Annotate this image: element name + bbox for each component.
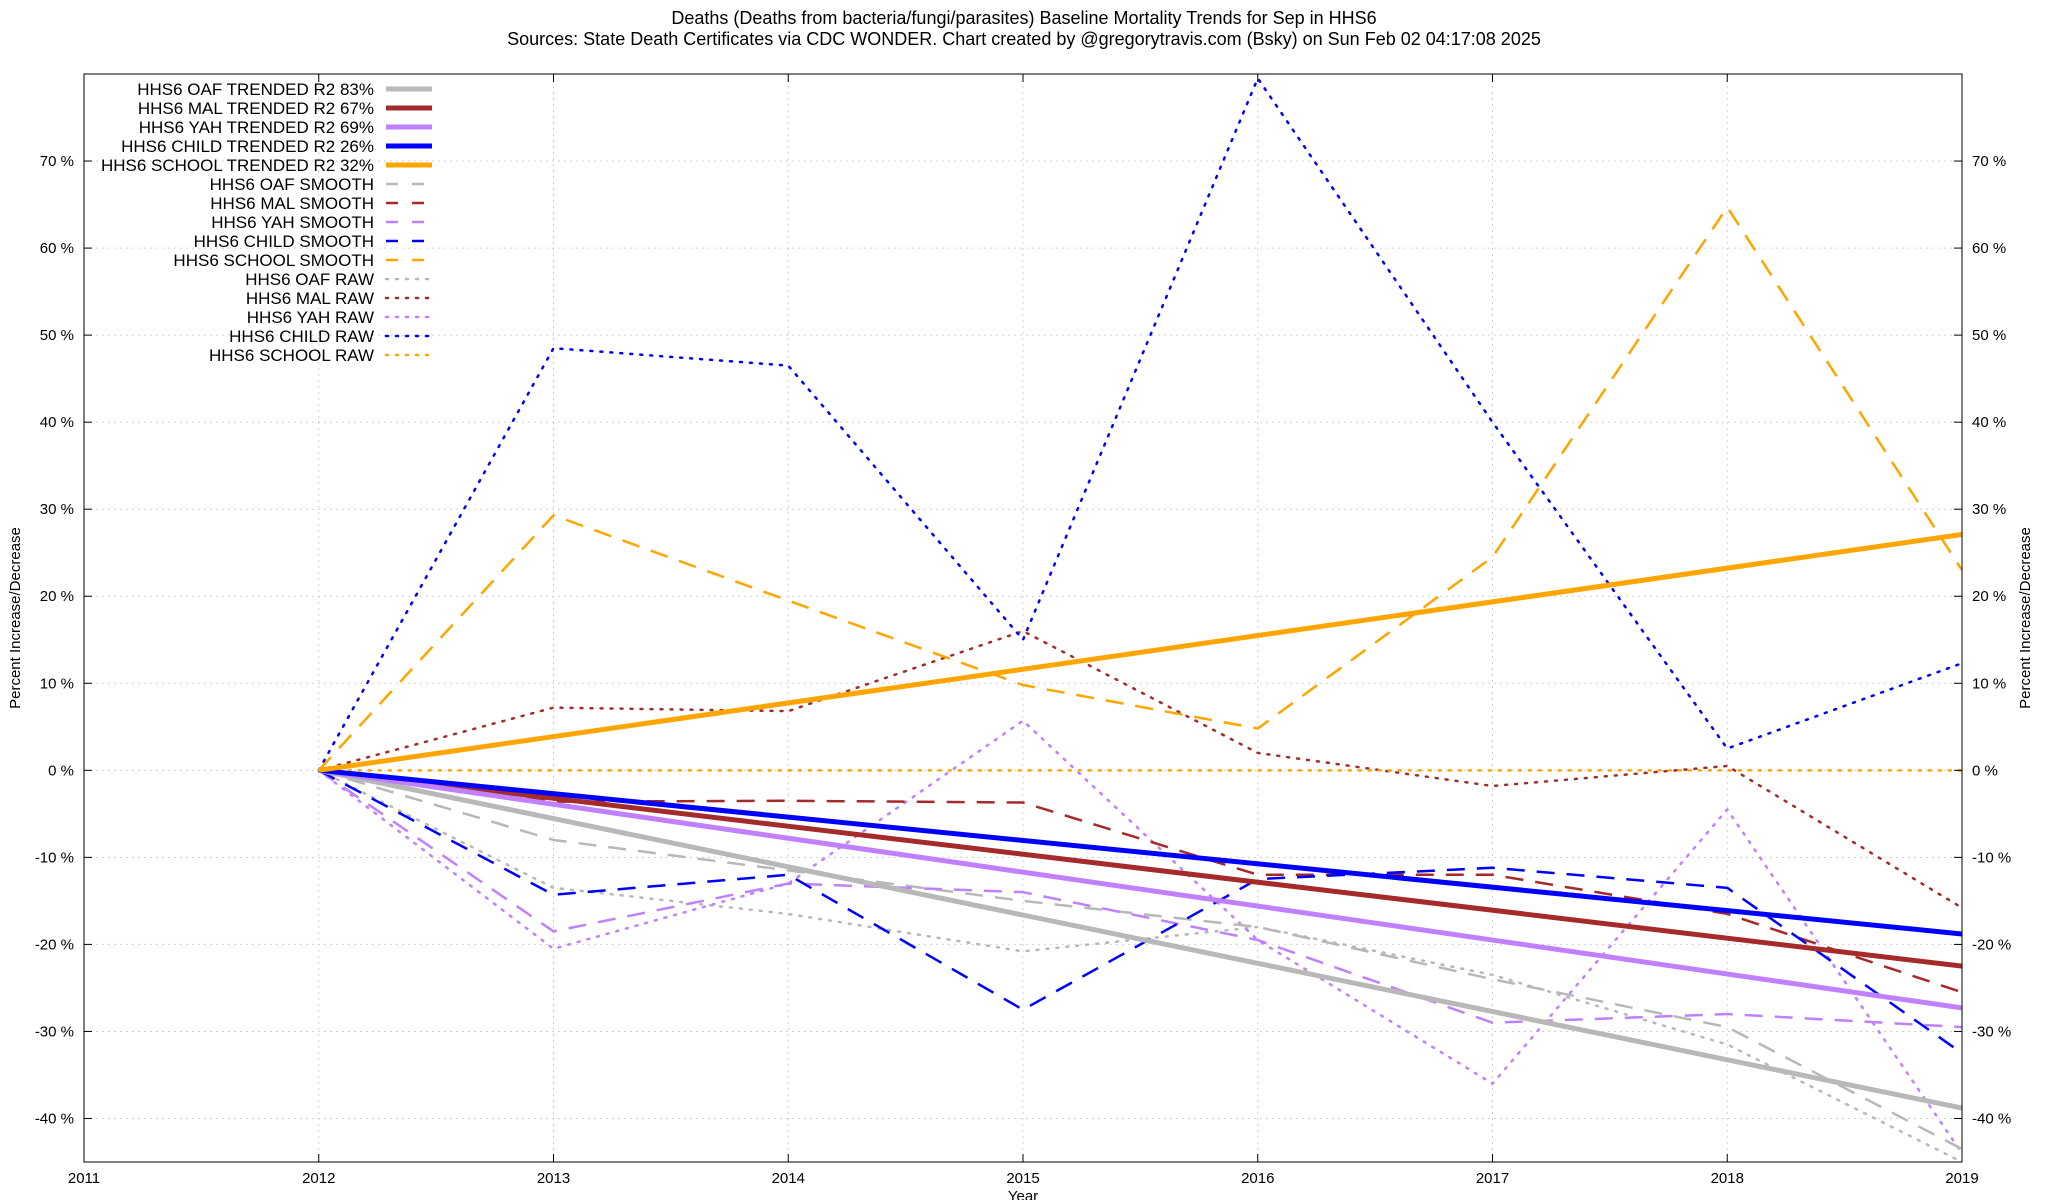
y-tick-label: 50 % bbox=[40, 327, 74, 344]
legend-label: HHS6 CHILD RAW bbox=[229, 327, 374, 346]
series-line-hhs6-mal-trended-r2-67 bbox=[318, 767, 1962, 969]
plot-series bbox=[317, 77, 1962, 1162]
series-line-hhs6-child-smooth bbox=[318, 769, 1962, 1055]
series-line-hhs6-yah-trended-r2-69 bbox=[318, 767, 1962, 1011]
series-line-hhs6-school-smooth bbox=[317, 205, 1962, 772]
y2-tick-label: -30 % bbox=[1972, 1023, 2011, 1040]
legend-label: HHS6 YAH RAW bbox=[247, 308, 374, 327]
legend: HHS6 OAF TRENDED R2 83%HHS6 MAL TRENDED … bbox=[101, 80, 434, 365]
y2-tick-label: -40 % bbox=[1972, 1110, 2011, 1127]
x-axis-label: Year bbox=[1008, 1188, 1038, 1200]
y2-axis-label: Percent Increase/Decrease bbox=[2017, 527, 2034, 709]
y-tick-label: 0 % bbox=[48, 762, 74, 779]
y-tick-label: -10 % bbox=[35, 849, 74, 866]
legend-label: HHS6 YAH SMOOTH bbox=[211, 213, 374, 232]
series-line-hhs6-oaf-trended-r2-83 bbox=[318, 767, 1962, 1111]
y2-tick-label: -20 % bbox=[1972, 936, 2011, 953]
y-tick-label: -40 % bbox=[35, 1110, 74, 1127]
y2-tick-label: 60 % bbox=[1972, 240, 2006, 257]
y-tick-label: 20 % bbox=[40, 588, 74, 605]
y-tick-label: 60 % bbox=[40, 240, 74, 257]
series-line-hhs6-yah-smooth bbox=[318, 769, 1962, 1029]
series-line-hhs6-oaf-raw bbox=[317, 769, 1962, 1162]
legend-label: HHS6 SCHOOL TRENDED R2 32% bbox=[101, 156, 374, 175]
y2-tick-label: 40 % bbox=[1972, 414, 2006, 431]
series-line-hhs6-child-raw bbox=[317, 77, 1962, 772]
series-line-hhs6-mal-raw bbox=[317, 629, 1962, 910]
legend-label: HHS6 YAH TRENDED R2 69% bbox=[139, 118, 374, 137]
x-tick-label: 2016 bbox=[1241, 1170, 1274, 1187]
legend-label: HHS6 OAF SMOOTH bbox=[210, 175, 374, 194]
y2-tick-label: 0 % bbox=[1972, 762, 1998, 779]
y2-tick-label: -10 % bbox=[1972, 849, 2011, 866]
legend-label: HHS6 SCHOOL RAW bbox=[209, 346, 374, 365]
y2-tick-label: 50 % bbox=[1972, 327, 2006, 344]
y2-tick-label: 70 % bbox=[1972, 153, 2006, 170]
legend-label: HHS6 MAL SMOOTH bbox=[210, 194, 374, 213]
legend-label: HHS6 CHILD SMOOTH bbox=[194, 232, 374, 251]
y-tick-label: 10 % bbox=[40, 675, 74, 692]
x-tick-label: 2017 bbox=[1476, 1170, 1509, 1187]
y-tick-label: -20 % bbox=[35, 936, 74, 953]
x-tick-label: 2014 bbox=[772, 1170, 805, 1187]
x-tick-label: 2019 bbox=[1945, 1170, 1978, 1187]
axis-ticks: 2011 2012 2013 2014 2015 2016 2017 2018 2019 -40 … bbox=[35, 74, 2011, 1187]
series-line-hhs6-child-trended-r2-26 bbox=[318, 767, 1962, 937]
legend-label: HHS6 MAL RAW bbox=[246, 289, 374, 308]
series-line-hhs6-school-trended-r2-32 bbox=[318, 531, 1962, 773]
y-axis-label: Percent Increase/Decrease bbox=[7, 527, 24, 709]
y2-tick-label: 20 % bbox=[1972, 588, 2006, 605]
x-tick-label: 2011 bbox=[68, 1170, 100, 1187]
x-tick-label: 2012 bbox=[302, 1170, 335, 1187]
legend-label: HHS6 SCHOOL SMOOTH bbox=[173, 251, 374, 270]
chart-title: Deaths (Deaths from bacteria/fungi/paras… bbox=[671, 8, 1376, 28]
series-line-hhs6-oaf-smooth bbox=[318, 769, 1962, 1151]
series-line-hhs6-yah-raw bbox=[317, 719, 1962, 1155]
y-tick-label: 70 % bbox=[40, 153, 74, 170]
y2-tick-label: 10 % bbox=[1972, 675, 2006, 692]
y-tick-label: 40 % bbox=[40, 414, 74, 431]
legend-label: HHS6 MAL TRENDED R2 67% bbox=[138, 99, 374, 118]
legend-label: HHS6 OAF RAW bbox=[245, 270, 374, 289]
legend-label: HHS6 CHILD TRENDED R2 26% bbox=[121, 137, 374, 156]
x-tick-label: 2018 bbox=[1711, 1170, 1744, 1187]
y2-tick-label: 30 % bbox=[1972, 501, 2006, 518]
y-tick-label: -30 % bbox=[35, 1023, 74, 1040]
x-tick-label: 2015 bbox=[1006, 1170, 1039, 1187]
chart-subtitle: Sources: State Death Certificates via CD… bbox=[507, 29, 1541, 49]
y-tick-label: 30 % bbox=[40, 501, 74, 518]
legend-label: HHS6 OAF TRENDED R2 83% bbox=[137, 80, 374, 99]
x-tick-label: 2013 bbox=[537, 1170, 570, 1187]
